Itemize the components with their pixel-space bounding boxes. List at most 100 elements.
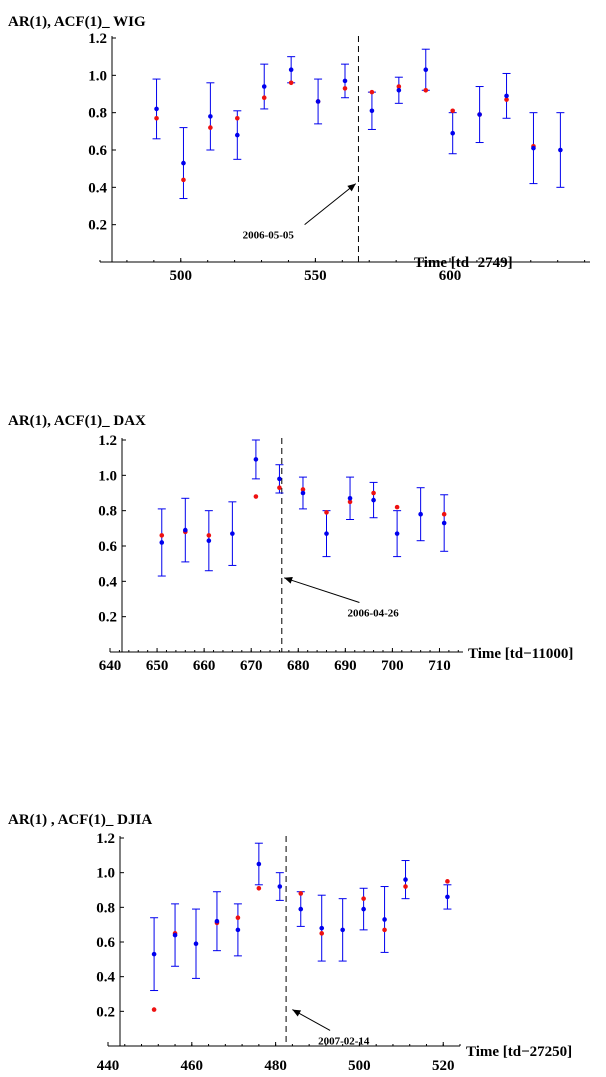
acf1-point: [159, 533, 165, 538]
y-tick-label: 1.0: [98, 468, 117, 484]
annotation-arrow: [283, 577, 360, 604]
y-tick-label: 0.6: [96, 935, 115, 951]
y-tick-label: 0.6: [98, 539, 117, 555]
acf1-point: [504, 97, 509, 102]
ar1-point: [394, 531, 400, 536]
ar1-point: [256, 861, 262, 867]
y-tick-label: 1.2: [96, 831, 115, 847]
y-tick-label: 0.4: [96, 970, 115, 986]
x-tick-label: 500: [170, 268, 193, 284]
y-tick-label: 0.8: [96, 900, 115, 916]
x-tick-label: 660: [193, 658, 216, 674]
ar1-point: [382, 917, 387, 922]
ar1-point: [183, 527, 188, 533]
annotation-arrow: [304, 183, 357, 226]
y-tick-label: 0.2: [96, 1004, 115, 1020]
panel-dax: AR(1), ACF(1)_ DAX 0.2 0.4 0.6 0.8 1.0 1.2 640 6…: [8, 413, 573, 674]
x-tick-label: 690: [334, 658, 357, 674]
acf1-point: [324, 510, 329, 515]
acf1-point: [235, 115, 240, 121]
acf1-point: [208, 125, 213, 130]
acf1-point: [235, 915, 241, 921]
ar1-point: [319, 925, 325, 931]
acf1-point: [181, 177, 186, 183]
y-tick-label: 0.4: [88, 180, 107, 196]
y-tick-label: 0.6: [88, 143, 107, 159]
annotation-label: 2006-05-05: [243, 230, 295, 242]
panel-wig: AR(1), ACF(1)_ WIG 0.2 0.4 0.6 0.8 1.0 1.2 500 5…: [8, 14, 590, 284]
x-tick-label: 700: [381, 658, 404, 674]
acf1-point: [371, 490, 376, 496]
x-tick-label: 440: [97, 1058, 120, 1074]
chart-title: AR(1), ACF(1)_ DAX: [8, 413, 146, 429]
ar1-point: [206, 538, 212, 543]
y-tick-label: 0.4: [98, 574, 117, 590]
acf1-point: [151, 1007, 157, 1012]
acf1-point: [361, 896, 366, 901]
x-tick-label: 680: [287, 658, 310, 674]
x-tick-label: 480: [264, 1058, 287, 1074]
ar1-point: [277, 884, 283, 889]
ar1-point: [531, 145, 536, 151]
x-tick-label: 640: [99, 658, 122, 674]
y-tick-label: 0.2: [88, 218, 107, 234]
acf1-point: [300, 487, 306, 492]
ar1-point: [324, 531, 329, 536]
ar1-point: [288, 67, 294, 73]
annotation-arrowhead: [292, 1009, 302, 1017]
acf1-point: [277, 485, 282, 491]
ar1-point: [441, 520, 447, 526]
x-tick-label: 710: [428, 658, 451, 674]
chart-title: AR(1) , ACF(1)_ DJIA: [8, 812, 152, 828]
chart-title: AR(1), ACF(1)_ WIG: [8, 14, 146, 30]
y-tick-label: 0.8: [98, 504, 117, 520]
ar1-point: [371, 497, 376, 503]
ar1-point: [396, 87, 402, 93]
ar1-point: [181, 160, 186, 166]
ar1-point: [504, 93, 509, 99]
x-axis-label: Time [td−27250]: [466, 1044, 572, 1060]
acf1-point: [319, 931, 325, 936]
ar1-point: [172, 932, 178, 938]
acf1-point: [445, 879, 450, 884]
acf1-point: [423, 87, 429, 93]
ar1-point: [193, 941, 199, 947]
acf1-point: [347, 499, 353, 505]
y-tick-label: 0.8: [88, 106, 107, 122]
acf1-point: [441, 511, 447, 517]
ar1-point: [423, 67, 429, 73]
ar1-point: [342, 78, 348, 84]
ar1-point: [159, 540, 165, 545]
acf1-point: [253, 494, 259, 499]
ar1-point: [445, 894, 450, 900]
ar1-point: [261, 84, 267, 89]
acf1-point: [154, 115, 159, 121]
x-tick-label: 460: [181, 1058, 204, 1074]
ar1-point: [235, 132, 240, 138]
acf1-point: [206, 533, 212, 538]
ar1-point: [361, 906, 366, 912]
annotation-arrowhead: [284, 576, 293, 584]
ar1-point: [151, 951, 157, 957]
annotation-label: 2006-04-26: [347, 608, 399, 620]
y-tick-label: 1.0: [88, 68, 107, 84]
ar1-point: [403, 877, 408, 882]
ar1-point: [340, 927, 345, 933]
ar1-point: [347, 496, 353, 501]
ar1-point: [418, 511, 423, 517]
acf1-point: [298, 891, 304, 896]
ar1-point: [154, 106, 159, 112]
ar1-point: [208, 114, 213, 119]
annotation-label: 2007-02-14: [318, 1035, 370, 1047]
ar1-point: [300, 490, 306, 496]
ar1-point: [450, 130, 455, 136]
x-axis-label: Time [td−11000]: [468, 646, 573, 662]
ar1-point: [214, 918, 220, 924]
y-tick-label: 1.2: [88, 31, 107, 47]
ar1-point: [477, 112, 482, 117]
ar1-point: [253, 457, 259, 462]
acf1-point: [369, 89, 375, 95]
y-tick-label: 1.0: [96, 866, 115, 882]
x-tick-label: 670: [240, 658, 263, 674]
ar1-point: [369, 108, 375, 114]
